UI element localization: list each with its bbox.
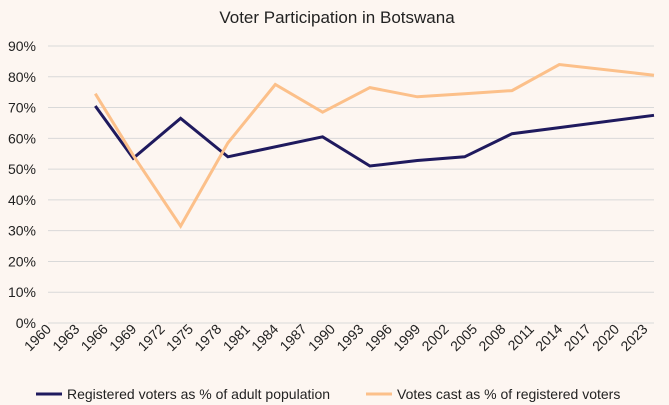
y-tick-label: 40% <box>8 192 36 208</box>
x-tick-label: 1966 <box>78 321 111 354</box>
y-tick-label: 50% <box>8 161 36 177</box>
y-tick-label: 20% <box>8 253 36 269</box>
series-line-2 <box>94 62 655 229</box>
x-tick-label: 2014 <box>532 321 565 354</box>
x-tick-label: 1999 <box>390 321 423 354</box>
x-tick-label: 1990 <box>305 321 338 354</box>
x-tick-label: 2023 <box>617 321 650 354</box>
x-tick-label: 1984 <box>248 321 281 354</box>
y-tick-label: 0% <box>16 315 36 331</box>
y-axis-ticks: 0% 10% 20% 30% 40% 50% 60% 70% 80% 90% <box>8 38 36 331</box>
x-tick-label: 1978 <box>191 321 224 354</box>
x-tick-label: 1963 <box>49 321 82 354</box>
x-tick-label: 2008 <box>475 321 508 354</box>
y-tick-label: 30% <box>8 223 36 239</box>
x-tick-label: 2011 <box>504 321 537 354</box>
chart-title: Voter Participation in Botswana <box>219 8 455 27</box>
x-tick-label: 2005 <box>447 321 480 354</box>
y-tick-label: 10% <box>8 284 36 300</box>
x-tick-label: 1981 <box>220 321 253 354</box>
gridlines <box>48 45 654 324</box>
series-line-1 <box>94 105 655 168</box>
x-tick-label: 1987 <box>276 321 309 354</box>
x-tick-label: 1993 <box>333 321 366 354</box>
y-tick-label: 70% <box>8 100 36 116</box>
y-tick-label: 80% <box>8 69 36 85</box>
legend-label-2: Votes cast as % of registered voters <box>397 386 620 402</box>
y-tick-label: 60% <box>8 130 36 146</box>
x-tick-label: 1975 <box>163 321 196 354</box>
x-axis-ticks: 1960196319661969197219751978198119841987… <box>21 321 651 354</box>
y-tick-label: 90% <box>8 38 36 54</box>
x-tick-label: 1972 <box>134 321 167 354</box>
legend-label-1: Registered voters as % of adult populati… <box>67 386 330 402</box>
legend: Registered voters as % of adult populati… <box>36 386 620 402</box>
x-tick-label: 2002 <box>418 321 451 354</box>
x-tick-label: 2017 <box>560 321 593 354</box>
x-tick-label: 1969 <box>106 321 139 354</box>
x-tick-label: 1996 <box>362 321 395 354</box>
x-tick-label: 2020 <box>589 321 622 354</box>
series-lines <box>94 62 655 229</box>
